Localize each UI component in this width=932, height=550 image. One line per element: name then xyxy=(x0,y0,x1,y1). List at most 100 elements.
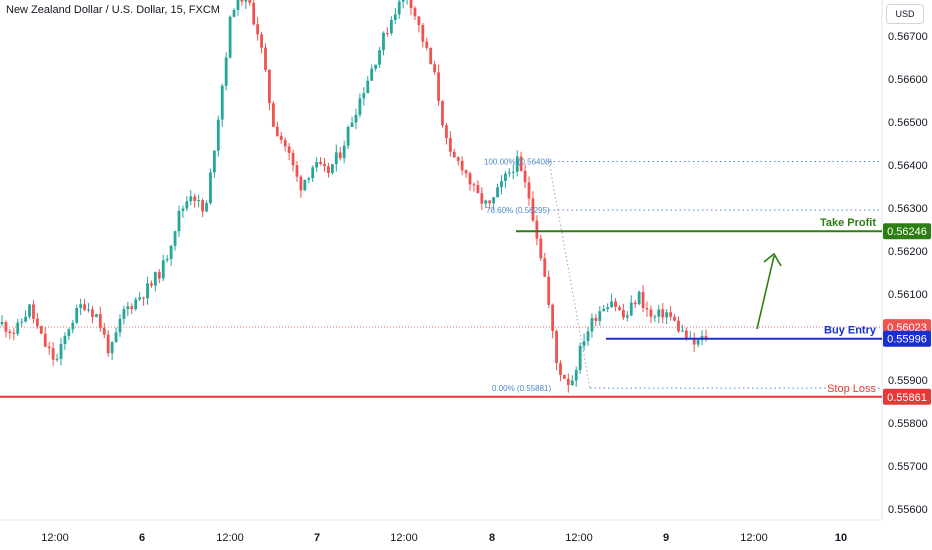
candle xyxy=(32,300,35,324)
candle-body xyxy=(389,19,393,34)
candle-body xyxy=(299,176,303,191)
candle xyxy=(700,330,704,345)
price-tick-label: 0.56100 xyxy=(888,289,928,301)
candle-body xyxy=(523,170,527,183)
candle xyxy=(437,64,440,106)
candle-body xyxy=(582,341,586,346)
candle-body xyxy=(20,321,24,323)
candle xyxy=(606,303,610,313)
candle-body xyxy=(531,198,535,221)
candle xyxy=(645,301,649,317)
candle-body xyxy=(197,200,201,202)
candle xyxy=(413,6,417,21)
candle xyxy=(406,0,408,5)
candle-body xyxy=(142,297,145,299)
candle xyxy=(586,327,590,346)
candle-body xyxy=(157,272,161,279)
candle xyxy=(681,324,684,333)
arrow-head xyxy=(763,252,782,267)
level-label: Buy Entry xyxy=(824,325,877,337)
candle xyxy=(232,8,236,18)
candle xyxy=(102,322,106,339)
candle-body xyxy=(264,47,267,70)
price-tick-label: 0.56500 xyxy=(888,117,928,129)
candle-body xyxy=(0,322,4,325)
candle-body xyxy=(488,200,492,204)
candle xyxy=(472,182,476,192)
candle-body xyxy=(287,146,291,153)
fib-level-label: 78.60% (0.56295) xyxy=(486,206,550,215)
candle-body xyxy=(134,299,138,310)
candle-body xyxy=(39,326,43,334)
candle-body xyxy=(374,64,378,69)
candle-body xyxy=(216,119,220,151)
candle xyxy=(209,168,212,206)
candle-body xyxy=(610,301,614,308)
candle xyxy=(480,187,484,210)
candle xyxy=(28,304,31,320)
candle xyxy=(94,313,98,318)
candle-body xyxy=(4,322,8,332)
candle-body xyxy=(63,335,67,344)
candle xyxy=(578,342,582,374)
candle xyxy=(429,47,433,65)
candle xyxy=(240,0,244,6)
candle-body xyxy=(500,180,503,188)
candle xyxy=(618,305,621,312)
candle-body xyxy=(252,2,256,25)
currency-button[interactable]: USD xyxy=(886,4,924,24)
candle-body xyxy=(673,316,676,321)
candle xyxy=(106,330,110,357)
candle-body xyxy=(464,170,468,174)
candle xyxy=(47,341,51,355)
time-tick-label: 12:00 xyxy=(41,532,69,544)
candle xyxy=(256,17,260,41)
candle-body xyxy=(67,329,71,336)
candle xyxy=(122,305,126,325)
candle xyxy=(614,298,617,312)
candle xyxy=(669,306,673,321)
candle-body xyxy=(409,0,413,9)
candle xyxy=(610,293,614,308)
candle xyxy=(142,296,145,306)
candle xyxy=(153,271,157,292)
candle xyxy=(661,302,665,324)
candle xyxy=(268,69,271,111)
candle xyxy=(205,200,208,213)
candle xyxy=(55,353,59,362)
candle xyxy=(704,329,708,342)
candle xyxy=(590,313,594,338)
candle xyxy=(126,301,130,317)
candle-body xyxy=(551,304,555,332)
price-axis: 0.56700 0.56600 0.56500 0.56400 0.56300 0.562… xyxy=(888,31,928,516)
candle xyxy=(464,169,468,178)
candle xyxy=(425,37,429,51)
candle-body xyxy=(645,307,649,310)
candle-body xyxy=(452,151,456,158)
candle xyxy=(244,0,248,10)
time-tick-label: 12:00 xyxy=(390,532,418,544)
candle xyxy=(386,27,389,37)
candle xyxy=(185,196,189,212)
candle-body xyxy=(28,304,31,317)
candle xyxy=(358,93,362,118)
time-tick-label: 6 xyxy=(139,532,145,544)
candle-body xyxy=(303,179,307,191)
candle-body xyxy=(677,320,680,332)
candle-body xyxy=(240,0,244,2)
candle-body xyxy=(496,187,499,198)
candle-body xyxy=(484,200,488,204)
candle-body xyxy=(189,196,193,202)
candle-body xyxy=(539,238,543,259)
time-tick-label: 12:00 xyxy=(740,532,768,544)
candle xyxy=(134,297,138,312)
candle xyxy=(338,146,342,161)
candle-body xyxy=(24,316,27,322)
candle-body xyxy=(590,317,594,332)
candle xyxy=(63,332,67,350)
candle xyxy=(291,149,295,172)
price-tick-label: 0.56700 xyxy=(888,31,928,43)
candle-body xyxy=(212,150,216,173)
candle xyxy=(445,123,448,145)
